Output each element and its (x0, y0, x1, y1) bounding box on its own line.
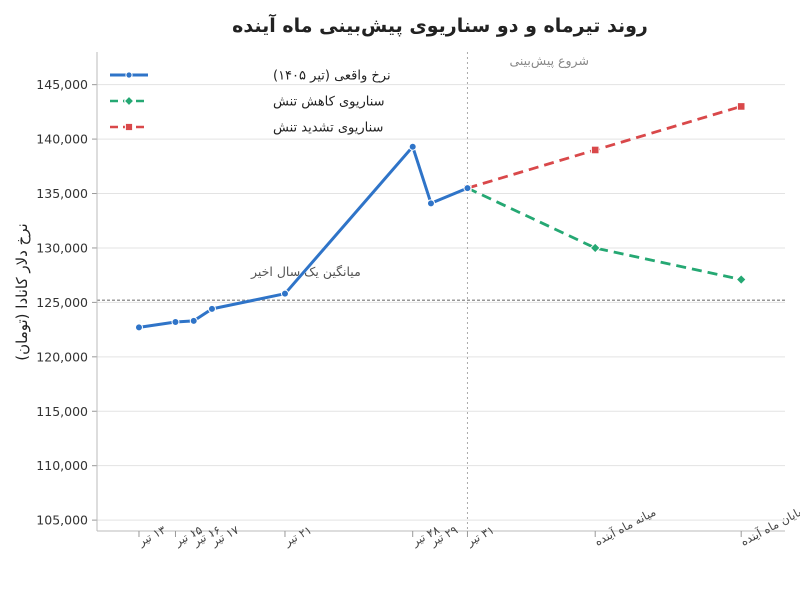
y-tick-label: 135,000 (36, 186, 88, 201)
x-tick-label: میانه ماه آینده (592, 505, 658, 549)
y-tick-labels: 105,000 110,000 115,000 120,000 125,000 130,0… (36, 77, 88, 527)
data-point (426, 199, 435, 208)
data-point (189, 316, 198, 325)
x-tick-label: ۲۱ تیر (281, 523, 315, 550)
y-tick-label: 125,000 (36, 295, 88, 310)
series-layer (134, 102, 747, 332)
y-tick-label: 140,000 (36, 132, 88, 147)
data-point (735, 274, 747, 286)
data-point (408, 142, 417, 151)
series-0 (134, 142, 472, 332)
series-2 (463, 102, 746, 193)
forecast-start-label: شروع پیش‌بینی (509, 53, 588, 69)
grid-lines (97, 84, 785, 521)
legend-label: سناریوی تشدید تنش (273, 121, 383, 136)
x-tick-label: پایان ماه آینده (738, 505, 800, 549)
y-axis-label: نرخ دلار کانادا (تومان) (13, 223, 31, 360)
series-1 (462, 182, 747, 286)
y-tick-label: 120,000 (36, 349, 88, 364)
data-point (171, 317, 180, 326)
series-line (467, 105, 742, 190)
legend-label: نرخ واقعی (تیر ۱۴۰۵) (273, 69, 391, 84)
y-tick-label: 105,000 (36, 513, 88, 528)
y-tick-label: 130,000 (36, 240, 88, 255)
data-point (280, 289, 289, 298)
data-point (134, 323, 143, 332)
chart-title: روند تیرماه و دو سناریوی پیش‌بینی ماه آی… (232, 13, 648, 37)
legend: نرخ واقعی (تیر ۱۴۰۵) سناریوی کاهش تنش سنار… (110, 69, 391, 136)
legend-marker (123, 95, 135, 107)
data-point (589, 242, 601, 254)
y-tick-label: 110,000 (36, 458, 88, 473)
y-tick-label: 115,000 (36, 404, 88, 419)
data-point (590, 145, 600, 155)
legend-label: سناریوی کاهش تنش (273, 95, 385, 110)
legend-item: سناریوی تشدید تنش (110, 121, 383, 136)
data-point (736, 102, 746, 111)
x-tick-label: ۱۳ تیر (135, 523, 169, 550)
x-tick-label: ۳۱ تیر (463, 523, 497, 550)
legend-marker (125, 71, 133, 79)
legend-marker (124, 122, 134, 132)
legend-item: نرخ واقعی (تیر ۱۴۰۵) (110, 69, 391, 84)
axes (92, 52, 785, 537)
data-point (463, 184, 472, 193)
data-point (207, 304, 216, 313)
y-tick-label: 145,000 (36, 77, 88, 92)
legend-item: سناریوی کاهش تنش (110, 95, 385, 110)
series-line (466, 186, 742, 281)
